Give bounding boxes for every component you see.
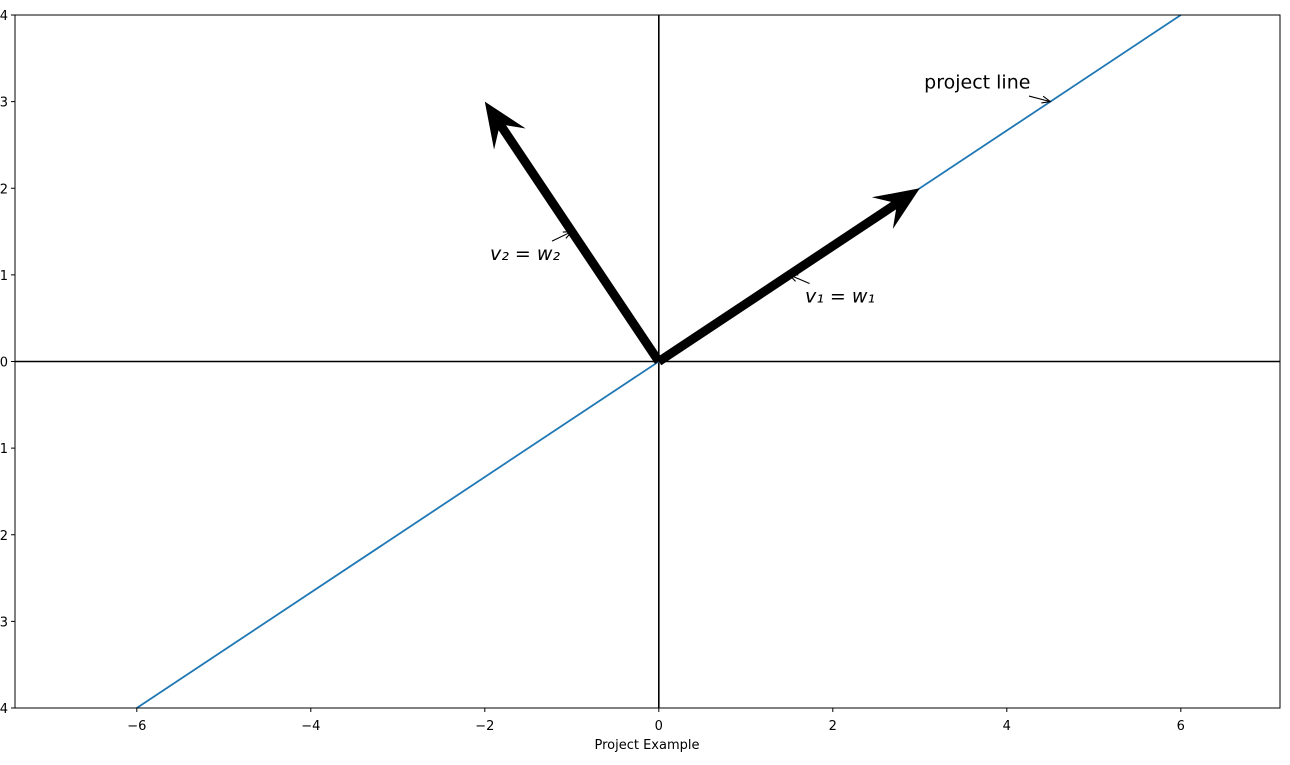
y-tick-label: 3: [0, 96, 8, 111]
x-axis-label: Project Example: [594, 738, 699, 753]
axes-frame: [14, 14, 1281, 709]
y-tick-label: −1: [0, 442, 8, 457]
x-tick-label: 0: [655, 719, 663, 734]
annotation-text: project line: [924, 72, 1030, 94]
annotation-arrow: [1028, 95, 1052, 104]
y-tick-label: −2: [0, 529, 8, 544]
vector-arrow: [656, 188, 920, 366]
y-tick-label: −3: [0, 615, 8, 630]
annotation-text: v₂ = w₂: [490, 243, 560, 265]
x-tick-label: 4: [1003, 719, 1011, 734]
annotation-arrow: [551, 230, 574, 242]
annotation-text: v₁ = w₁: [805, 286, 875, 308]
x-tick-label: −2: [475, 719, 494, 734]
y-tick-label: 1: [0, 269, 8, 284]
annotation-arrow: [788, 274, 810, 285]
y-tick-label: 0: [0, 356, 8, 371]
x-tick-label: 6: [1177, 719, 1185, 734]
y-tick-label: 4: [0, 9, 8, 24]
x-tick-label: −6: [127, 719, 146, 734]
vector-arrow: [484, 101, 663, 365]
x-tick-label: −4: [301, 719, 320, 734]
x-tick-label: 2: [829, 719, 837, 734]
plot-area: −6 −4 −2 0 2 4 6 −4 −3 −2 −1 0 1 2 3 4 project line v₂ = …: [0, 9, 1280, 734]
y-tick-label: −4: [0, 702, 8, 717]
y-tick-label: 2: [0, 182, 8, 197]
